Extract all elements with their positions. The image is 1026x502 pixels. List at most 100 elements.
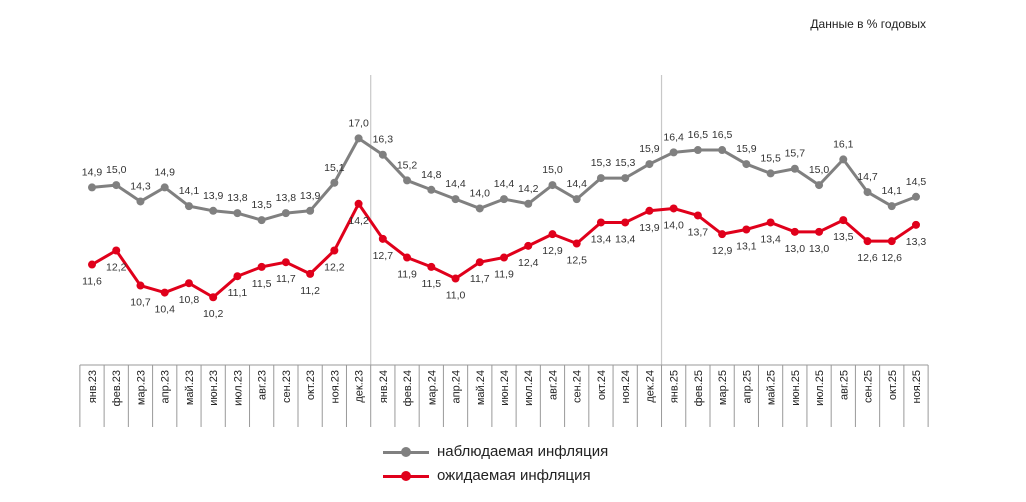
x-tick-label: фев.23 xyxy=(111,370,123,406)
units-note: Данные в % годовых xyxy=(810,17,926,31)
data-point xyxy=(790,227,799,236)
data-point xyxy=(572,195,581,204)
x-tick-label: мар.25 xyxy=(717,370,729,405)
data-point xyxy=(88,183,96,192)
data-label: 17,0 xyxy=(348,117,369,129)
x-tick-label: янв.25 xyxy=(669,370,681,403)
data-point xyxy=(645,160,654,169)
data-point xyxy=(160,183,169,192)
x-tick-label: май.23 xyxy=(184,370,196,405)
data-point xyxy=(209,293,218,302)
legend-label-expected: ожидаемая инфляция xyxy=(437,467,591,484)
x-tick-label: июл.24 xyxy=(523,370,535,406)
x-tick-label: май.24 xyxy=(475,370,487,405)
data-point xyxy=(354,134,363,143)
data-label: 14,2 xyxy=(518,183,539,195)
data-point xyxy=(718,146,727,155)
data-point xyxy=(766,169,775,178)
data-point xyxy=(912,220,920,229)
data-point xyxy=(257,262,266,271)
data-label: 14,9 xyxy=(154,166,175,178)
data-label: 10,4 xyxy=(154,304,175,316)
x-tick-label: ноя.23 xyxy=(329,370,341,403)
data-point xyxy=(524,199,533,208)
legend-item-observed: наблюдаемая инфляция xyxy=(383,443,608,460)
x-tick-label: июл.23 xyxy=(232,370,244,406)
data-label: 16,1 xyxy=(833,138,854,150)
data-label: 16,5 xyxy=(688,129,709,141)
x-tick-label: апр.25 xyxy=(741,370,753,403)
data-point xyxy=(863,237,872,246)
data-label: 16,3 xyxy=(373,134,394,146)
data-point xyxy=(596,218,605,227)
data-label: 14,9 xyxy=(82,166,103,178)
data-label: 10,2 xyxy=(203,308,224,320)
data-point xyxy=(766,218,775,227)
data-label: 13,0 xyxy=(785,243,806,255)
data-point xyxy=(184,279,193,288)
data-point xyxy=(475,204,484,213)
data-point xyxy=(112,181,121,190)
x-tick-label: фев.24 xyxy=(402,370,414,406)
data-point xyxy=(451,195,460,204)
data-label: 14,2 xyxy=(348,215,369,227)
data-point xyxy=(742,225,751,234)
data-label: 11,9 xyxy=(397,269,417,281)
data-point xyxy=(548,230,557,239)
x-tick-label: сен.24 xyxy=(572,370,584,403)
x-tick-label: июл.25 xyxy=(814,370,826,406)
x-tick-label: дек.24 xyxy=(644,370,656,403)
data-label: 12,9 xyxy=(542,245,563,257)
data-label: 12,7 xyxy=(373,250,394,262)
data-label: 15,0 xyxy=(106,164,127,176)
data-point xyxy=(815,181,824,190)
data-point xyxy=(354,199,363,208)
data-label: 14,5 xyxy=(906,176,927,188)
data-point xyxy=(500,195,508,204)
data-point xyxy=(839,155,848,164)
data-point xyxy=(330,178,339,187)
data-point xyxy=(572,239,581,248)
data-label: 13,7 xyxy=(688,226,709,238)
data-label: 14,7 xyxy=(857,171,878,183)
data-point xyxy=(281,258,290,267)
data-point xyxy=(427,262,436,271)
x-tick-label: фев.25 xyxy=(693,370,705,406)
data-point xyxy=(233,272,242,281)
data-point xyxy=(475,258,484,267)
data-label: 11,1 xyxy=(228,287,248,299)
data-label: 13,1 xyxy=(736,240,757,252)
data-point xyxy=(815,227,824,236)
x-tick-label: ноя.25 xyxy=(911,370,923,403)
data-label: 15,3 xyxy=(615,157,636,169)
data-point xyxy=(184,202,193,211)
x-tick-label: авг.23 xyxy=(257,370,269,400)
x-tick-label: янв.23 xyxy=(87,370,99,403)
data-point xyxy=(378,150,387,159)
x-tick-label: окт.25 xyxy=(887,370,899,400)
data-label: 15,2 xyxy=(397,159,418,171)
data-label: 15,3 xyxy=(591,157,612,169)
data-label: 15,1 xyxy=(324,162,345,174)
data-label: 11,7 xyxy=(470,273,490,285)
data-label: 11,5 xyxy=(421,278,441,290)
data-point xyxy=(233,209,242,218)
data-point xyxy=(500,253,508,262)
data-point xyxy=(403,253,412,262)
data-point xyxy=(912,192,920,201)
data-point xyxy=(330,246,339,255)
x-tick-label: июн.24 xyxy=(499,370,511,406)
x-tick-label: апр.24 xyxy=(451,370,463,403)
data-label: 13,9 xyxy=(300,190,321,202)
x-tick-label: янв.24 xyxy=(378,370,390,403)
x-tick-label: июн.23 xyxy=(208,370,220,406)
data-point xyxy=(427,185,436,194)
data-label: 14,4 xyxy=(494,178,515,190)
data-point xyxy=(669,148,678,157)
data-label: 10,8 xyxy=(179,294,200,306)
data-label: 15,0 xyxy=(542,164,563,176)
data-label: 11,2 xyxy=(300,285,320,297)
data-label: 15,7 xyxy=(785,148,806,160)
data-label: 12,9 xyxy=(712,245,733,257)
data-point xyxy=(548,181,557,190)
